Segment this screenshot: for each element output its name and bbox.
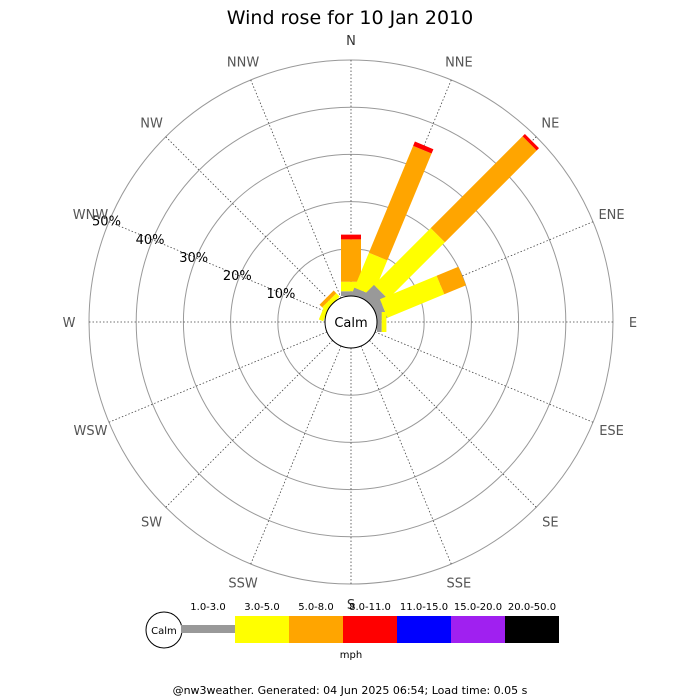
bar-NE-5.0-8.0 [430, 136, 537, 243]
legend: Calm 1.0-3.0 3.0-5.0 5.0-8.0 8.0-11.0 11.0-1… [145, 602, 559, 661]
spoke-NNW [250, 79, 342, 299]
legend-swatch-3.0-5.0 [235, 616, 289, 643]
direction-label-ESE: ESE [599, 424, 624, 439]
footer-text: @nw3weather. Generated: 04 Jun 2025 06:5… [173, 684, 528, 697]
grid-ring-40% [135, 106, 567, 538]
polar-grid [88, 59, 614, 585]
bar-E-1.0-3.0 [377, 312, 382, 332]
grid-ring-20% [230, 201, 472, 443]
legend-swatch-1.0-3.0 [181, 625, 235, 633]
calm-circle [324, 295, 378, 349]
direction-labels: N NNE NE ENE E ESE SE SSE S SSW SW WSW W WNW NW NNW [63, 34, 638, 613]
bar-NE-3.0-5.0 [374, 228, 445, 299]
bar-NNE-3.0-5.0 [354, 252, 388, 296]
direction-label-W: W [63, 316, 76, 331]
legend-swatch-8.0-11.0 [343, 616, 397, 643]
spoke-SW [165, 340, 333, 508]
legend-swatch-15.0-20.0 [451, 616, 505, 643]
direction-label-N: N [346, 34, 356, 49]
direction-label-SE: SE [542, 515, 558, 530]
direction-label-WSW: WSW [73, 424, 107, 439]
direction-label-NE: NE [541, 117, 559, 132]
ring-label-10%: 10% [266, 287, 295, 302]
legend-label-5.0-8.0: 5.0-8.0 [298, 602, 333, 613]
direction-label-ENE: ENE [598, 208, 624, 223]
bar-NNE-5.0-8.0 [368, 145, 432, 261]
legend-swatch-20.0-50.0 [505, 616, 559, 643]
direction-label-SW: SW [141, 515, 162, 530]
bar-N-8.0-11.0 [341, 234, 361, 240]
spoke-WNW [108, 221, 328, 313]
spoke-SE [369, 340, 537, 508]
ring-label-30%: 30% [179, 251, 208, 266]
wind-bars [318, 134, 539, 332]
bar-E-3.0-5.0 [381, 312, 387, 332]
legend-label-1.0-3.0: 1.0-3.0 [190, 602, 225, 613]
legend-label-20.0-50.0: 20.0-50.0 [508, 602, 556, 613]
bar-ENE-3.0-5.0 [379, 275, 445, 318]
direction-label-WNW: WNW [73, 208, 109, 223]
direction-label-E: E [629, 316, 637, 331]
legend-swatch-11.0-15.0 [397, 616, 451, 643]
ring-label-20%: 20% [223, 269, 252, 284]
ring-labels: 10% 20% 30% 40% 50% [92, 215, 295, 302]
legend-calm-label: Calm [151, 626, 177, 637]
direction-label-NW: NW [140, 117, 163, 132]
direction-label-SSE: SSE [447, 577, 472, 592]
calm-center: Calm [324, 295, 378, 349]
legend-label-11.0-15.0: 11.0-15.0 [400, 602, 448, 613]
spoke-SSE [360, 345, 452, 565]
ring-label-50%: 50% [92, 215, 121, 230]
bar-NNE-8.0-11.0 [413, 141, 434, 154]
calm-label: Calm [334, 316, 367, 331]
bar-NW-3.0-5.0 [322, 293, 340, 311]
direction-label-S: S [347, 598, 355, 613]
grid-ring-30% [182, 153, 520, 491]
chart-title: Wind rose for 10 Jan 2010 [227, 7, 474, 29]
spoke-WSW [108, 331, 328, 423]
spoke-ESE [374, 331, 594, 423]
legend-label-15.0-20.0: 15.0-20.0 [454, 602, 502, 613]
legend-swatch-5.0-8.0 [289, 616, 343, 643]
spoke-NW [165, 136, 333, 304]
ring-label-40%: 40% [136, 233, 165, 248]
legend-units: mph [340, 650, 362, 661]
direction-label-NNE: NNE [445, 55, 473, 70]
bar-NW-5.0-8.0 [319, 290, 337, 308]
direction-label-NNW: NNW [227, 55, 259, 70]
direction-label-SSW: SSW [228, 577, 258, 592]
legend-label-3.0-5.0: 3.0-5.0 [244, 602, 279, 613]
bar-ENE-5.0-8.0 [436, 266, 467, 295]
bar-N-5.0-8.0 [341, 239, 361, 282]
bar-NE-8.0-11.0 [522, 134, 539, 151]
spoke-SSW [250, 345, 342, 565]
legend-label-8.0-11.0: 8.0-11.0 [349, 602, 391, 613]
